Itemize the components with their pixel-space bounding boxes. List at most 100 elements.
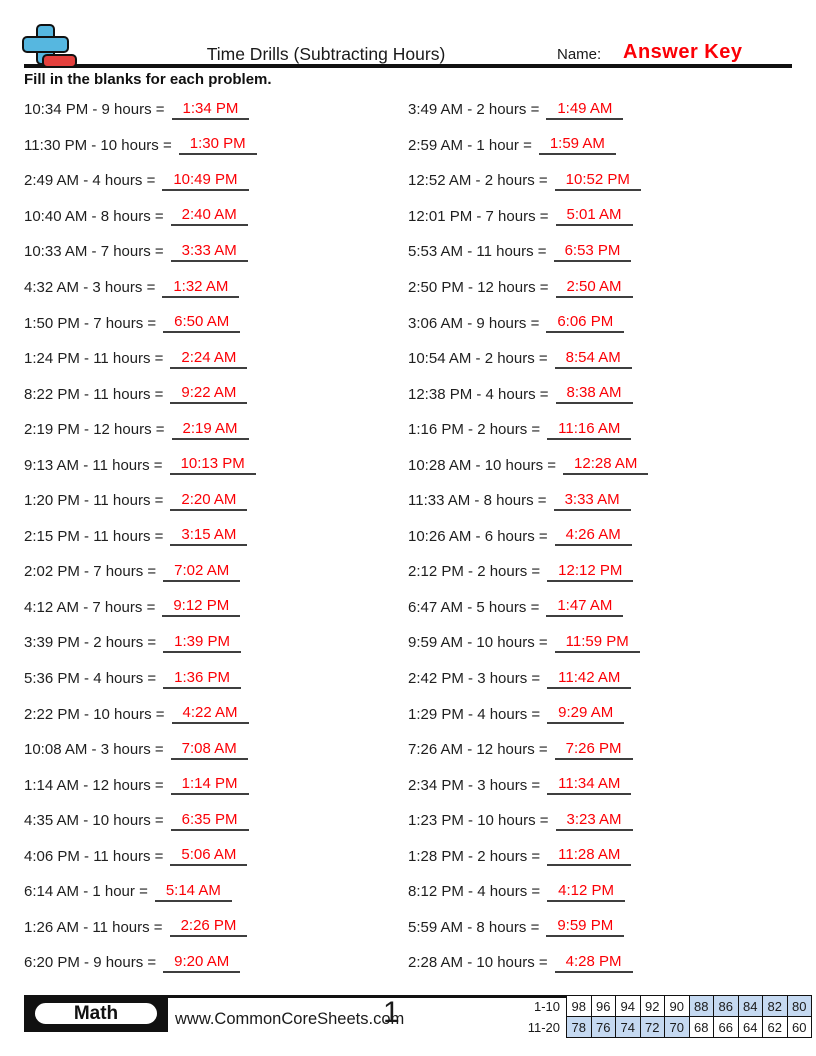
problem-row: 2:34 PM - 3 hours = 11:34 AM (408, 767, 816, 803)
problem-row: 2:15 PM - 11 hours = 3:15 AM (24, 519, 384, 555)
problem-question: 1:23 PM - 10 hours = (408, 812, 549, 830)
answer-blank: 9:29 AM (547, 704, 625, 725)
answer-blank: 3:23 AM (555, 811, 633, 831)
score-cell: 74 (615, 1016, 641, 1038)
problem-question: 4:12 AM - 7 hours = (24, 598, 156, 616)
problem-question: 12:52 AM - 2 hours = (408, 172, 548, 190)
problem-question: 10:54 AM - 2 hours = (408, 350, 548, 368)
answer-blank: 12:12 PM (547, 562, 634, 582)
answer-blank: 9:12 PM (162, 597, 241, 618)
problem-row: 9:13 AM - 11 hours = 10:13 PM (24, 447, 384, 483)
logo-plus-core (38, 38, 53, 51)
problem-row: 1:29 PM - 4 hours = 9:29 AM (408, 696, 816, 732)
subject-badge: Math (24, 995, 168, 1032)
answer-blank: 2:50 AM (555, 278, 633, 298)
footer-divider (24, 995, 810, 998)
problem-row: 6:20 PM - 9 hours = 9:20 AM (24, 945, 384, 981)
score-cell: 66 (713, 1016, 739, 1038)
problem-question: 9:13 AM - 11 hours = (24, 456, 163, 474)
problem-row: 2:59 AM - 1 hour = 1:59 AM (408, 128, 816, 164)
problem-row: 12:38 PM - 4 hours = 8:38 AM (408, 376, 816, 412)
problem-question: 2:19 PM - 12 hours = (24, 421, 165, 439)
problem-row: 10:54 AM - 2 hours = 8:54 AM (408, 341, 816, 377)
problem-question: 2:42 PM - 3 hours = (408, 670, 541, 688)
answer-blank: 1:34 PM (171, 100, 250, 120)
answer-blank: 6:35 PM (170, 811, 249, 831)
problem-row: 10:28 AM - 10 hours = 12:28 AM (408, 447, 816, 483)
problem-row: 10:08 AM - 3 hours = 7:08 AM (24, 732, 384, 768)
problem-question: 1:26 AM - 11 hours = (24, 918, 163, 936)
problem-row: 8:22 PM - 11 hours = 9:22 AM (24, 376, 384, 412)
problem-question: 6:20 PM - 9 hours = (24, 954, 157, 972)
score-cell: 94 (615, 995, 641, 1017)
problem-question: 8:22 PM - 11 hours = (24, 385, 164, 403)
problem-row: 3:49 AM - 2 hours = 1:49 AM (408, 92, 816, 128)
problem-row: 11:30 PM - 10 hours = 1:30 PM (24, 128, 384, 164)
score-cell: 82 (762, 995, 788, 1017)
problem-question: 6:14 AM - 1 hour = (24, 883, 148, 901)
problem-question: 1:28 PM - 2 hours = (408, 847, 541, 865)
answer-blank: 10:52 PM (554, 171, 641, 191)
problem-question: 2:15 PM - 11 hours = (24, 527, 164, 545)
problem-row: 1:50 PM - 7 hours = 6:50 AM (24, 305, 384, 341)
score-cell: 64 (737, 1016, 763, 1038)
problem-row: 3:06 AM - 9 hours = 6:06 PM (408, 305, 816, 341)
problem-row: 10:33 AM - 7 hours = 3:33 AM (24, 234, 384, 270)
answer-blank: 7:26 PM (554, 740, 633, 760)
answer-blank: 11:34 AM (547, 775, 632, 796)
answer-blank: 6:06 PM (546, 313, 625, 334)
answer-blank: 1:36 PM (163, 669, 242, 689)
problem-row: 2:50 PM - 12 hours = 2:50 AM (408, 270, 816, 306)
problem-question: 2:22 PM - 10 hours = (24, 705, 165, 723)
answer-blank: 12:28 AM (563, 455, 649, 476)
problems-column-left: 10:34 PM - 9 hours = 1:34 PM 11:30 PM - 10… (0, 92, 384, 981)
problem-question: 1:16 PM - 2 hours = (408, 421, 541, 439)
problem-question: 5:59 AM - 8 hours = (408, 918, 540, 936)
problem-row: 2:12 PM - 2 hours = 12:12 PM (408, 554, 816, 590)
problem-question: 2:34 PM - 3 hours = (408, 776, 541, 794)
problem-row: 10:34 PM - 9 hours = 1:34 PM (24, 92, 384, 128)
problem-question: 4:35 AM - 10 hours = (24, 812, 164, 830)
problem-question: 12:01 PM - 7 hours = (408, 207, 549, 225)
grading-scale-row: 1-10 98 96 94 92 90 88 86 84 82 80 (523, 995, 812, 1017)
problems-area: 10:34 PM - 9 hours = 1:34 PM 11:30 PM - 10… (0, 92, 816, 981)
problem-row: 4:35 AM - 10 hours = 6:35 PM (24, 803, 384, 839)
problem-question: 3:49 AM - 2 hours = (408, 101, 540, 119)
problem-row: 10:40 AM - 8 hours = 2:40 AM (24, 199, 384, 235)
problem-row: 1:20 PM - 11 hours = 2:20 AM (24, 483, 384, 519)
problem-row: 10:26 AM - 6 hours = 4:26 AM (408, 519, 816, 555)
answer-blank: 1:32 AM (162, 278, 240, 298)
answer-blank: 1:30 PM (178, 135, 257, 156)
problem-row: 5:53 AM - 11 hours = 6:53 PM (408, 234, 816, 270)
answer-blank: 6:53 PM (553, 242, 632, 262)
answer-blank: 1:14 PM (170, 775, 249, 796)
score-range-label: 1-10 (533, 998, 560, 1014)
score-cell: 60 (786, 1016, 812, 1038)
answer-blank: 2:40 AM (170, 206, 248, 227)
problem-row: 2:49 AM - 4 hours = 10:49 PM (24, 163, 384, 199)
problem-question: 4:06 PM - 11 hours = (24, 847, 164, 865)
score-range-label: 11-20 (527, 1019, 560, 1035)
answer-blank: 1:47 AM (546, 597, 624, 618)
problem-row: 6:14 AM - 1 hour = 5:14 AM (24, 874, 384, 910)
problem-row: 12:01 PM - 7 hours = 5:01 AM (408, 199, 816, 235)
score-cell: 90 (664, 995, 690, 1017)
answer-blank: 4:12 PM (547, 882, 626, 902)
problem-question: 1:24 PM - 11 hours = (24, 350, 164, 368)
plus-minus-logo-icon (22, 22, 80, 72)
problem-row: 2:42 PM - 3 hours = 11:42 AM (408, 661, 816, 697)
problem-question: 2:50 PM - 12 hours = (408, 279, 549, 296)
instructions-text: Fill in the blanks for each problem. (24, 71, 272, 88)
problem-question: 1:29 PM - 4 hours = (408, 705, 541, 723)
score-cell: 76 (590, 1016, 616, 1038)
answer-blank: 5:14 AM (154, 882, 232, 902)
problem-question: 2:02 PM - 7 hours = (24, 563, 157, 581)
answer-blank: 3:33 AM (170, 242, 248, 262)
score-cell: 80 (786, 995, 812, 1017)
problem-row: 3:39 PM - 2 hours = 1:39 PM (24, 625, 384, 661)
problem-question: 2:28 AM - 10 hours = (408, 954, 548, 972)
answer-blank: 11:42 AM (547, 669, 632, 689)
score-cell: 88 (688, 995, 714, 1017)
grading-scale-row: 11-20 78 76 74 72 70 68 66 64 62 60 (523, 1016, 812, 1038)
